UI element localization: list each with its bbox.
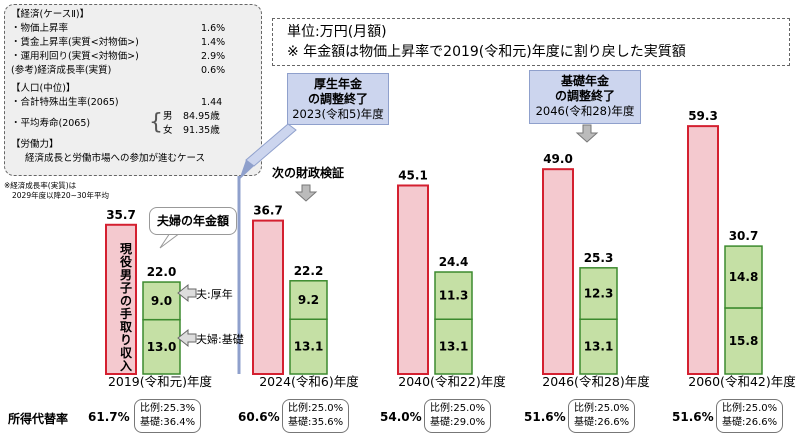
rate-breakdown-box: 比例:25.3% 基礎:36.4% [134, 399, 202, 433]
basic-value-label: 13.1 [294, 340, 324, 354]
category-tick-label: 2024(令和6)年度 [259, 374, 359, 389]
economy-row: ・物価上昇率 1.6% [11, 23, 226, 34]
proportional-rate: 比例:25.0% [574, 403, 630, 414]
kosei-value-label: 14.8 [729, 270, 759, 284]
replacement-rate-value: 51.6% [672, 410, 714, 424]
kosei-pension-bar [289, 280, 328, 320]
total-pension-value-label: 22.2 [294, 264, 324, 278]
replacement-rate-value: 61.7% [88, 410, 130, 424]
husband-arrow [177, 283, 197, 303]
kosei-adjustment-callout: 厚生年金 の調整終了 2023(令和5)年度 [287, 73, 389, 125]
wage-value-label: 45.1 [398, 168, 428, 182]
wage-bar [542, 168, 574, 375]
rate-breakdown-box: 比例:25.0% 基礎:29.0% [424, 399, 492, 433]
kosei-pension-bar [142, 281, 181, 321]
couple-pointer [159, 232, 182, 249]
basic-rate: 基礎:35.6% [288, 417, 344, 428]
basic-pension-bar [289, 318, 328, 375]
kosei-pension-bar [724, 245, 763, 309]
kosei-pension-bar [434, 271, 473, 320]
total-pension-value-label: 22.0 [147, 265, 177, 279]
kosei-value-label: 9.0 [151, 294, 172, 308]
fertility-row: ・合計特殊出生率(2065) 1.44 [11, 97, 223, 108]
basic-rate: 基礎:26.6% [574, 417, 630, 428]
basic-pension-bar [142, 318, 181, 375]
rate-breakdown-box: 比例:25.0% 基礎:26.6% [716, 399, 784, 433]
category-tick-label: 2019(令和元)年度 [108, 374, 213, 389]
category-tick-label: 2060(令和42)年度 [688, 374, 796, 389]
basic-rate: 基礎:26.6% [722, 417, 778, 428]
basic-value-label: 13.0 [147, 340, 177, 354]
rate-breakdown-box: 比例:25.0% 基礎:35.6% [282, 399, 350, 433]
rate-breakdown-box: 比例:25.0% 基礎:26.6% [568, 399, 636, 433]
husband-kosei-label: 夫:厚年 [196, 288, 233, 301]
couple-pension-label: 夫婦の年金額 [149, 207, 237, 235]
proportional-rate: 比例:25.0% [430, 403, 486, 414]
economy-row: ・賃金上昇率(実質<対物価>) 1.4% [11, 37, 226, 48]
unit-note: ※ 年金額は物価上昇率で2019(令和元)年度に割り戻した実質額 [287, 44, 686, 60]
worker-income-label: 現役男子の手取り収入 [119, 242, 132, 373]
economy-row: (参考)経済成長率(実質) 0.6% [11, 65, 226, 76]
kosei-value-label: 11.3 [439, 289, 469, 303]
economy-row: ・運用利回り(実質<対物価>) 2.9% [11, 51, 226, 62]
proportional-rate: 比例:25.3% [140, 403, 196, 414]
kosei-arrow [245, 123, 297, 167]
next-review-label: 次の財政検証 [272, 166, 345, 180]
total-pension-value-label: 30.7 [729, 229, 759, 243]
total-pension-value-label: 25.3 [584, 251, 614, 265]
proportional-rate: 比例:25.0% [722, 403, 778, 414]
kosei-arrow-head [239, 160, 254, 180]
wage-bar [252, 219, 284, 375]
basic-pension-bar [579, 318, 618, 375]
kosei-pension-bar [579, 267, 618, 320]
basic-value-label: 13.1 [584, 340, 614, 354]
basic-rate: 基礎:36.4% [140, 417, 196, 428]
wage-bar [397, 184, 429, 375]
basic-arrow [177, 328, 197, 348]
category-tick-label: 2046(令和28)年度 [542, 374, 650, 389]
replacement-rate-label: 所得代替率 [8, 412, 69, 426]
unit-label: 単位:万円(月額) [287, 24, 387, 40]
population-title: 【人口(中位)】 [11, 83, 76, 94]
category-tick-label: 2040(令和22)年度 [398, 374, 506, 389]
replacement-rate-value: 60.6% [238, 410, 280, 424]
replacement-rate-value: 54.0% [380, 410, 422, 424]
replacement-rate-value: 51.6% [524, 410, 566, 424]
wage-value-label: 49.0 [543, 152, 573, 166]
unit-note-box: 単位:万円(月額) ※ 年金額は物価上昇率で2019(令和元)年度に割り戻した実… [272, 18, 790, 66]
economy-title: 【経済(ケースⅡ)】 [11, 9, 90, 20]
labor-title: 【労働力】 [11, 139, 59, 150]
wage-value-label: 36.7 [253, 204, 283, 218]
basic-value-label: 13.1 [439, 340, 469, 354]
kiso-adjustment-callout: 基礎年金 の調整終了 2046(令和28)年度 [529, 70, 641, 124]
wage-value-label: 35.7 [106, 208, 136, 222]
wage-bar [105, 223, 137, 375]
footnote: ※経済成長率(実質)は 2029年度以降20~30年平均 [4, 181, 109, 200]
wage-bar [687, 125, 719, 375]
basic-value-label: 15.8 [729, 334, 759, 348]
wage-value-label: 59.3 [688, 109, 718, 123]
couple-basic-label: 夫婦:基礎 [196, 333, 244, 346]
basic-pension-bar [434, 318, 473, 375]
kosei-value-label: 9.2 [298, 293, 319, 307]
kosei-value-label: 12.3 [584, 287, 614, 301]
total-pension-value-label: 24.4 [439, 255, 469, 269]
kiso-arrow [575, 124, 599, 143]
basic-pension-bar [724, 307, 763, 375]
life-expectancy-row: ・平均寿命(2065) { 男 84.95歳 女 91.35歳 [11, 110, 220, 137]
labor-text: 経済成長と労働市場への参加が進むケース [25, 153, 206, 164]
next-review-arrow [294, 184, 318, 202]
assumptions-box: 【経済(ケースⅡ)】 ・物価上昇率 1.6% ・賃金上昇率(実質<対物価>) 1.4… [4, 4, 262, 176]
proportional-rate: 比例:25.0% [288, 403, 344, 414]
basic-rate: 基礎:29.0% [430, 417, 486, 428]
